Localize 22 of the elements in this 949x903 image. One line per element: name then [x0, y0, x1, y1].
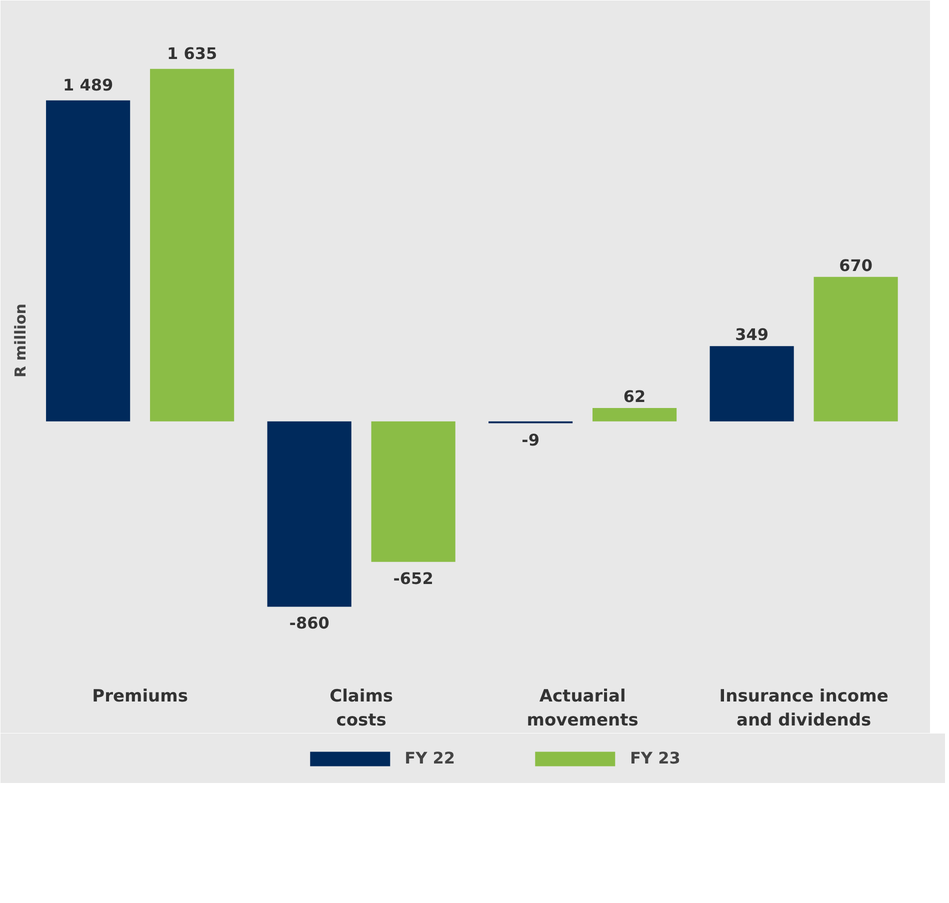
legend-label: FY 23 [630, 748, 680, 768]
bar [592, 408, 677, 422]
legend-label: FY 22 [404, 748, 455, 768]
bar [150, 68, 234, 422]
data-label: 1 489 [63, 75, 114, 94]
x-tick-label: Premiums [92, 686, 188, 706]
y-axis-title: R million [12, 304, 30, 378]
data-label: 670 [839, 256, 873, 275]
x-tick-label: Insurance income and dividends [719, 686, 888, 730]
bar [814, 276, 898, 422]
data-label: -652 [393, 568, 434, 588]
bar [371, 421, 456, 562]
bar [267, 421, 352, 607]
data-label: -9 [522, 430, 540, 450]
data-label: 62 [623, 386, 646, 406]
bar [46, 100, 130, 422]
data-label: -860 [289, 614, 330, 633]
x-tick-label: Claims costs [330, 686, 394, 730]
data-label: 1 635 [167, 44, 218, 63]
data-label: 349 [735, 325, 769, 344]
bar [710, 346, 794, 422]
x-tick-label: Actuarial movements [526, 686, 638, 730]
